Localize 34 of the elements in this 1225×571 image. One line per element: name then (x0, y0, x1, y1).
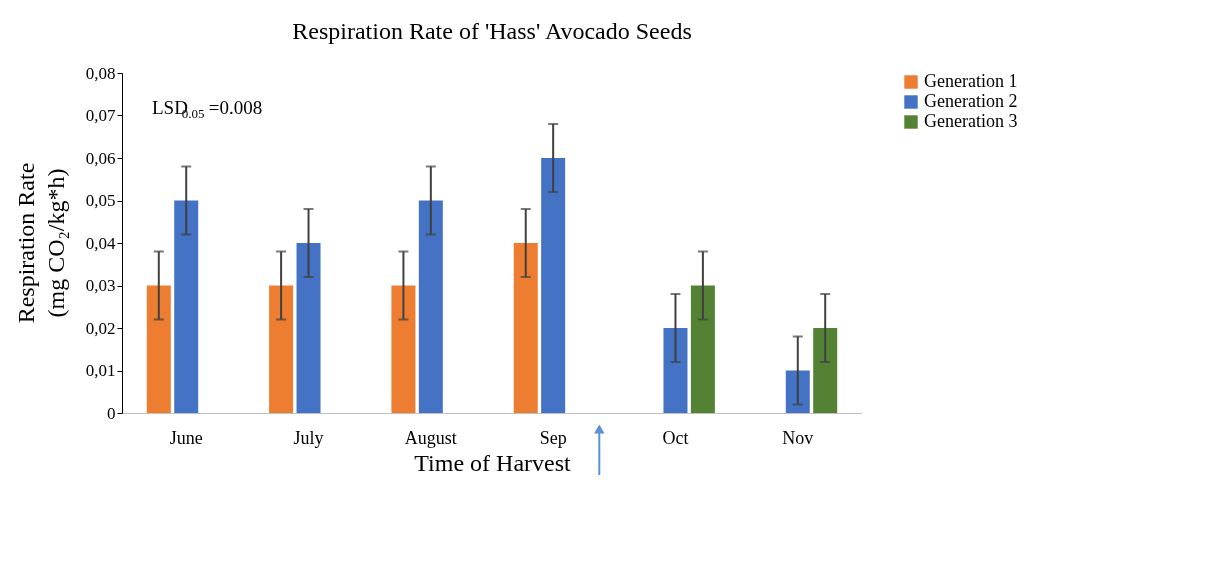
y-tick-label: 0,03 (85, 276, 116, 295)
x-axis-title: Time of Harvest (414, 449, 572, 476)
bar (391, 285, 416, 413)
bar (296, 243, 321, 413)
y-tick-label: 0,07 (85, 106, 116, 125)
annotation: LSD0.05=0.008 (152, 97, 263, 121)
bar (513, 243, 538, 413)
x-tick-label: August (404, 427, 457, 448)
x-tick-label: Sep (539, 427, 567, 448)
bar (785, 370, 810, 413)
y-tick-label: 0 (107, 403, 116, 423)
legend-label: Generation 3 (924, 111, 1018, 131)
y-tick-label: 0,05 (85, 191, 116, 210)
y-tick-label: 0,01 (85, 361, 116, 380)
y-axis-title: Respiration Rate (mg CO₂/kg*h) (13, 162, 69, 324)
bar (663, 328, 688, 413)
bar (813, 328, 838, 413)
legend-label: Generation 1 (924, 71, 1018, 91)
x-tick-label: June (169, 427, 203, 448)
y-tick-label: 0,06 (85, 148, 116, 168)
x-tick-label: Oct (662, 427, 689, 448)
bar (690, 285, 715, 413)
chart-title: Respiration Rate of 'Hass' Avocado Seeds (292, 18, 692, 44)
legend-label: Generation 2 (924, 91, 1018, 111)
bar (269, 285, 294, 413)
bar (541, 158, 566, 413)
bar (146, 285, 171, 413)
y-tick-label: 0,02 (85, 318, 116, 338)
bar (174, 200, 199, 413)
y-tick-label: 0,04 (85, 233, 116, 253)
x-tick-label: Nov (782, 427, 814, 448)
bar (418, 200, 443, 413)
x-tick-label: July (293, 427, 324, 448)
y-tick-label: 0,08 (85, 63, 116, 83)
